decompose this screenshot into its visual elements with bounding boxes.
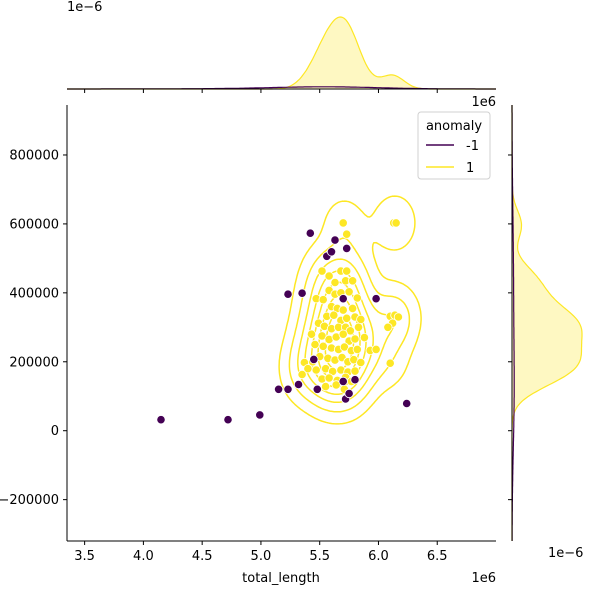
point-normal-41 [350, 334, 360, 344]
point-anomaly-20 [350, 375, 360, 385]
point-normal-10 [347, 276, 358, 286]
point-normal-71 [324, 373, 334, 383]
scatter-layer [156, 218, 412, 425]
point-normal-2 [391, 218, 401, 228]
point-normal-3 [342, 229, 352, 239]
point-anomaly-7 [309, 354, 319, 364]
point-normal-47 [339, 342, 349, 352]
point-anomaly-5 [293, 379, 304, 390]
point-normal-69 [297, 369, 307, 380]
point-anomaly-18 [344, 388, 354, 399]
point-normal-43 [310, 339, 320, 350]
point-anomaly-9 [297, 288, 307, 298]
point-normal-60 [356, 357, 366, 368]
top-marginal [67, 16, 496, 93]
point-anomaly-2 [255, 410, 265, 420]
point-normal-14 [344, 287, 354, 297]
point-anomaly-6 [312, 384, 322, 394]
point-anomaly-8 [283, 289, 293, 299]
point-normal-34 [353, 322, 364, 332]
point-normal-21 [347, 303, 358, 313]
point-anomaly-21 [402, 398, 412, 409]
point-normal-49 [352, 344, 362, 354]
top-marginal-offset-label: 1e−6 [67, 0, 102, 15]
point-normal-8 [330, 277, 340, 288]
kde-contour-level-1 [278, 195, 422, 425]
point-anomaly-16 [371, 294, 381, 304]
point-normal-17 [352, 293, 362, 303]
point-normal-68 [350, 366, 360, 376]
point-normal-23 [329, 310, 339, 320]
point-anomaly-14 [342, 243, 352, 253]
x-offset-label: 1e6 [471, 571, 496, 586]
right-marginal-offset-label: 1e−6 [548, 546, 583, 561]
point-normal-0 [338, 218, 348, 228]
point-normal-51 [371, 344, 381, 354]
point-anomaly-12 [326, 247, 337, 257]
legend-label-normal: 1 [466, 161, 474, 176]
point-anomaly-13 [330, 235, 340, 245]
point-normal-20 [338, 305, 348, 315]
x-axis-label: total_length [242, 571, 320, 586]
point-normal-82 [383, 322, 393, 332]
point-anomaly-0 [156, 415, 166, 425]
point-normal-63 [311, 365, 321, 375]
y-tick-label-2: 200000 [9, 355, 59, 370]
top-kde-fill-normal [67, 17, 496, 89]
point-normal-16 [318, 295, 328, 305]
legend: anomaly -1 1 [417, 111, 491, 180]
point-normal-42 [359, 332, 369, 343]
point-anomaly-19 [338, 376, 348, 386]
point-anomaly-3 [273, 384, 284, 394]
point-anomaly-1 [223, 415, 233, 425]
legend-label-anomaly: -1 [466, 139, 479, 154]
x-tick-label-5: 6.0 [368, 549, 389, 564]
point-anomaly-15 [338, 294, 348, 304]
y-tick-label-5: 800000 [9, 149, 59, 164]
y-tick-label-3: 400000 [9, 286, 59, 301]
point-anomaly-4 [283, 384, 293, 394]
x-tick-label-6: 6.5 [427, 549, 448, 564]
y-tick-label-1: 0 [51, 424, 59, 439]
top-kde-line-normal [67, 16, 496, 90]
point-normal-75 [320, 381, 331, 392]
x-tick-label-1: 4.0 [133, 549, 154, 564]
legend-title: anomaly [426, 119, 482, 134]
right-marginal [508, 105, 583, 541]
x-tick-label-2: 4.5 [192, 549, 213, 564]
point-anomaly-10 [305, 228, 315, 238]
y-tick-label-0: −200000 [0, 493, 59, 508]
kde-contour-level-3 [297, 258, 395, 404]
point-normal-7 [342, 266, 352, 276]
right-kde-fill-normal [512, 105, 582, 541]
point-normal-4 [317, 266, 327, 276]
axes: 3.5 4.0 4.5 5.0 5.5 6.0 6.5 −200000 0 200000 40000… [0, 105, 496, 564]
x-tick-label-3: 5.0 [251, 549, 272, 564]
point-normal-61 [385, 358, 395, 368]
point-normal-39 [338, 329, 348, 339]
point-normal-25 [342, 313, 352, 323]
point-normal-27 [356, 314, 366, 324]
point-normal-44 [318, 341, 328, 351]
y-tick-label-4: 600000 [9, 217, 59, 232]
x-tick-label-4: 5.5 [309, 549, 330, 564]
x-tick-label-0: 3.5 [74, 549, 95, 564]
point-normal-5 [324, 271, 334, 281]
y-offset-label: 1e6 [471, 95, 496, 110]
point-normal-35 [306, 329, 317, 339]
point-normal-80 [393, 312, 403, 322]
